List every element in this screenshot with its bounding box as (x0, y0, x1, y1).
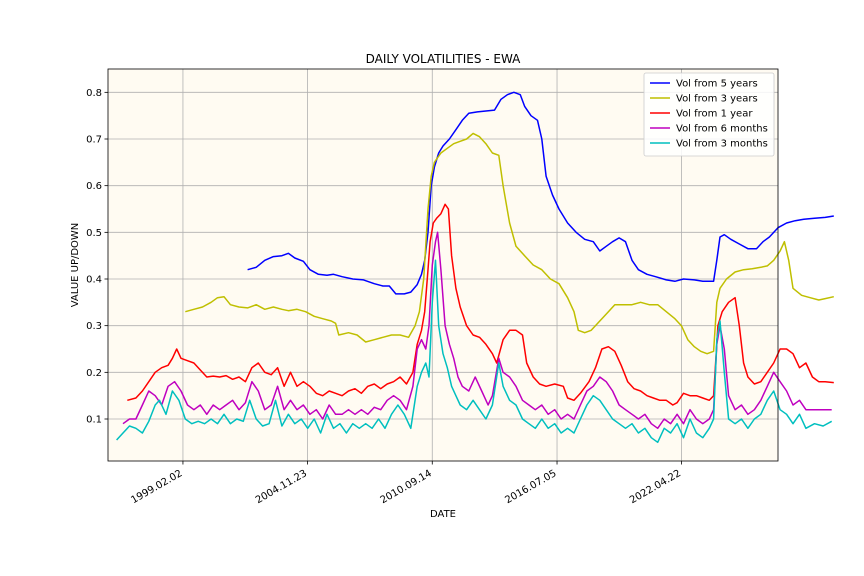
y-axis-label: VALUE UP/DOWN (70, 223, 81, 308)
y-axis: 0.1 0.2 0.3 0.4 0.5 0.6 0.7 0.8 (86, 88, 108, 426)
y-tick-label: 0.1 (86, 415, 102, 426)
series-line-1 (247, 91, 834, 295)
x-axis-label: DATE (430, 509, 456, 520)
series-lines (116, 91, 834, 444)
series-line-5 (116, 259, 833, 444)
chart-title: DAILY VOLATILITIES - EWA (366, 52, 522, 66)
y-tick-label: 0.6 (86, 181, 102, 192)
legend-entry: Vol from 5 years (676, 79, 758, 90)
legend: Vol from 5 years Vol from 3 years Vol from… (643, 72, 775, 157)
y-tick-label: 0.4 (86, 275, 102, 286)
series-line-4 (122, 231, 832, 430)
legend-box (643, 72, 775, 157)
legend-entry: Vol from 3 months (676, 139, 768, 150)
series-line-2 (185, 132, 834, 355)
y-tick-label: 0.2 (86, 368, 102, 379)
y-tick-label: 0.3 (86, 321, 102, 332)
plot-frame (107, 68, 779, 462)
legend-entry: Vol from 3 years (676, 94, 758, 105)
y-tick-label: 0.7 (86, 135, 102, 146)
y-tick-label: 0.8 (86, 88, 102, 99)
legend-entry: Vol from 1 year (676, 109, 753, 120)
y-tick-label: 0.5 (86, 228, 102, 239)
legend-entry: Vol from 6 months (676, 124, 768, 135)
